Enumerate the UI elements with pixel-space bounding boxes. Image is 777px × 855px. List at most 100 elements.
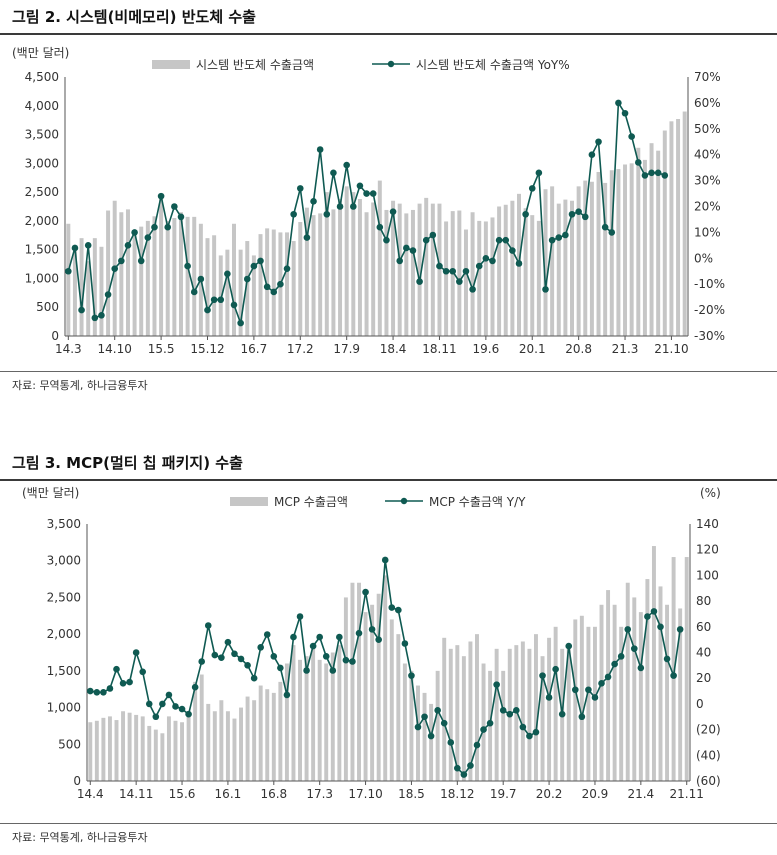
bar xyxy=(606,590,611,781)
bar xyxy=(422,692,427,781)
yoy-point xyxy=(330,169,337,177)
bar xyxy=(656,150,661,336)
bar xyxy=(173,720,178,781)
yoy-point xyxy=(601,223,609,231)
bar xyxy=(298,659,302,781)
x-axis-tick-label: 21.10 xyxy=(654,342,688,356)
yoy-point xyxy=(104,291,112,298)
yoy-point xyxy=(436,262,443,270)
yoy-point xyxy=(389,208,397,215)
yoy-point xyxy=(467,762,474,769)
bar xyxy=(573,619,578,781)
bar xyxy=(468,641,473,781)
yoy-point xyxy=(257,644,264,651)
yoy-point xyxy=(381,556,389,564)
bar xyxy=(481,663,486,781)
bar xyxy=(239,707,243,781)
bar xyxy=(94,720,99,781)
left-axis-tick-label: 500 xyxy=(36,300,59,314)
yoy-point xyxy=(552,665,559,673)
yoy-point xyxy=(263,283,271,291)
yoy-point xyxy=(184,262,191,270)
bar xyxy=(178,212,183,336)
bar xyxy=(625,582,630,781)
yoy-point xyxy=(230,301,238,309)
bar xyxy=(350,582,355,781)
figure-2-title-rule xyxy=(0,33,777,35)
left-axis-tick-label: 0 xyxy=(73,774,81,788)
yoy-point xyxy=(513,707,520,714)
x-axis-tick-label: 16.8 xyxy=(260,787,287,801)
yoy-point xyxy=(475,262,483,270)
bar xyxy=(107,716,112,781)
bar xyxy=(603,182,608,336)
right-axis-tick-label: 20% xyxy=(694,200,721,214)
x-axis-tick-label: 20.9 xyxy=(582,787,609,801)
left-axis-tick-label: 2,500 xyxy=(47,590,81,604)
yoy-point xyxy=(290,633,297,641)
bar xyxy=(642,159,647,336)
yoy-point xyxy=(217,296,225,304)
bar xyxy=(651,546,656,781)
yoy-point xyxy=(65,267,72,275)
bar xyxy=(563,199,568,336)
yoy-point xyxy=(363,190,370,197)
legend-line-marker xyxy=(400,497,408,505)
bar xyxy=(520,641,525,781)
bar xyxy=(238,249,243,336)
yoy-point xyxy=(283,691,291,699)
figure-2-source: 자료: 무역통계, 하나금융투자 xyxy=(12,379,148,392)
bar xyxy=(125,209,130,336)
bar xyxy=(527,648,532,781)
yoy-point xyxy=(355,629,363,637)
yoy-point xyxy=(493,681,500,688)
bar xyxy=(219,700,224,781)
left-axis-tick-label: 4,500 xyxy=(25,70,59,84)
right-axis-tick-label: (20) xyxy=(696,723,721,737)
yoy-point xyxy=(575,208,582,215)
yoy-point xyxy=(578,713,586,721)
yoy-point xyxy=(621,109,629,117)
bar xyxy=(127,712,132,781)
yoy-point xyxy=(555,234,563,241)
right-axis-tick-label: 80 xyxy=(696,594,711,608)
bar xyxy=(586,626,591,781)
bar xyxy=(185,216,190,336)
x-axis-tick-label: 15.5 xyxy=(148,342,175,356)
yoy-point xyxy=(598,680,605,687)
bar xyxy=(324,663,329,781)
bar xyxy=(475,634,479,781)
yoy-point xyxy=(113,665,120,673)
yoy-point xyxy=(650,608,658,615)
x-axis-tick-label: 18.11 xyxy=(422,342,456,356)
yoy-point xyxy=(84,242,92,249)
bar xyxy=(258,685,263,781)
left-axis-unit: (백만 달러) xyxy=(12,46,69,60)
yoy-point xyxy=(342,656,350,664)
bar xyxy=(676,119,681,336)
yoy-point xyxy=(611,660,618,668)
right-axis-tick-label: -10% xyxy=(694,277,725,291)
yoy-point xyxy=(350,203,357,210)
bar xyxy=(271,229,276,336)
bar xyxy=(455,645,460,781)
yoy-point xyxy=(383,236,390,244)
yoy-point xyxy=(263,631,271,638)
yoy-point xyxy=(270,653,278,660)
yoy-point xyxy=(224,638,232,646)
yoy-point xyxy=(231,650,238,658)
figure-2-bottom-rule xyxy=(0,371,777,372)
bar xyxy=(284,663,289,781)
yoy-point xyxy=(604,673,612,681)
yoy-point xyxy=(159,700,166,708)
legend-bar-label: 시스템 반도체 수출금액 xyxy=(196,58,314,72)
bar xyxy=(363,612,368,781)
bar xyxy=(612,604,617,781)
yoy-point xyxy=(164,223,172,231)
x-axis-tick-label: 18.4 xyxy=(380,342,407,356)
right-axis-tick-label: 0 xyxy=(696,697,704,711)
bar xyxy=(159,199,164,336)
bar xyxy=(252,700,257,781)
yoy-point xyxy=(244,662,251,669)
yoy-point xyxy=(144,234,152,241)
